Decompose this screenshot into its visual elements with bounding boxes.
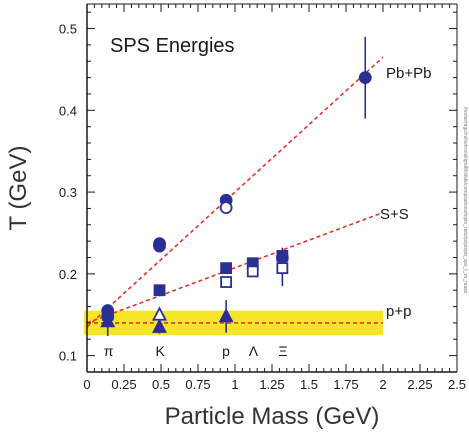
- x-tick-label: 0.5: [152, 377, 170, 392]
- x-tick-label: 1.75: [333, 377, 358, 392]
- x-tick-label: 1.25: [259, 377, 284, 392]
- side-text: /home/mgc/ini/hetronsl/qm98/slide/compil…: [462, 107, 468, 294]
- point-SS_filled_square-1: [153, 284, 166, 297]
- point-pp_filled_triangle-2: [218, 307, 234, 323]
- point-SS_open_square-0: [220, 276, 233, 288]
- x-tick-label: 0: [83, 377, 90, 392]
- axes: [86, 3, 458, 373]
- y-tick-label: 0.5: [59, 22, 77, 37]
- particle-label: p: [222, 343, 230, 359]
- band-layer: [84, 310, 383, 336]
- fit-line-1: [86, 211, 384, 324]
- point-pp_open_triangle-0: [152, 306, 168, 321]
- point-PbPb_filled_circle-3: [153, 239, 166, 253]
- y-axis-title: T (GeV): [5, 146, 32, 231]
- x-axis-title: Particle Mass (GeV): [165, 403, 380, 430]
- particle-label: π: [104, 343, 114, 359]
- pp-band: [84, 310, 383, 336]
- x-tick-label: 0.25: [111, 377, 136, 392]
- point-SS_open_square-2: [276, 262, 289, 275]
- data-points: [100, 36, 372, 337]
- x-tick-label: 2: [379, 377, 386, 392]
- y-tick-label: 0.1: [59, 349, 77, 364]
- point-pp_filled_triangle-1: [152, 318, 168, 333]
- series-label: S+S: [380, 206, 409, 223]
- particle-label: Ξ: [278, 343, 287, 359]
- x-tick-label: 1: [231, 377, 238, 392]
- y-tick-label: 0.4: [59, 103, 77, 118]
- point-PbPb_filled_circle-6: [358, 71, 372, 84]
- point-SS_open_square-1: [246, 265, 259, 278]
- y-tick-label: 0.2: [59, 267, 77, 282]
- particle-label: K: [156, 343, 166, 359]
- point-pp_filled_triangle-0: [100, 312, 116, 328]
- series-label: p+p: [386, 303, 411, 320]
- point-SS_filled_square-2: [220, 262, 233, 275]
- fit-lines: [86, 56, 384, 328]
- particle-label: Λ: [249, 343, 259, 359]
- x-tick-label: 0.75: [185, 377, 210, 392]
- x-tick-label: 1.5: [300, 377, 318, 392]
- chart-annotation: SPS Energies: [110, 35, 235, 57]
- series-label: Pb+Pb: [386, 65, 431, 82]
- x-tick-label: 2.25: [407, 377, 432, 392]
- point-PbPb_open_circle-0: [219, 201, 233, 215]
- fit-line-0: [86, 56, 384, 328]
- y-tick-label: 0.3: [59, 185, 77, 200]
- x-tick-label: 2.5: [448, 377, 466, 392]
- labels: 0 0.25 0.5 0.75 1 1.25 1.5 1.75 2 2.25 2.5 0.1 0.2 0.…: [5, 22, 468, 430]
